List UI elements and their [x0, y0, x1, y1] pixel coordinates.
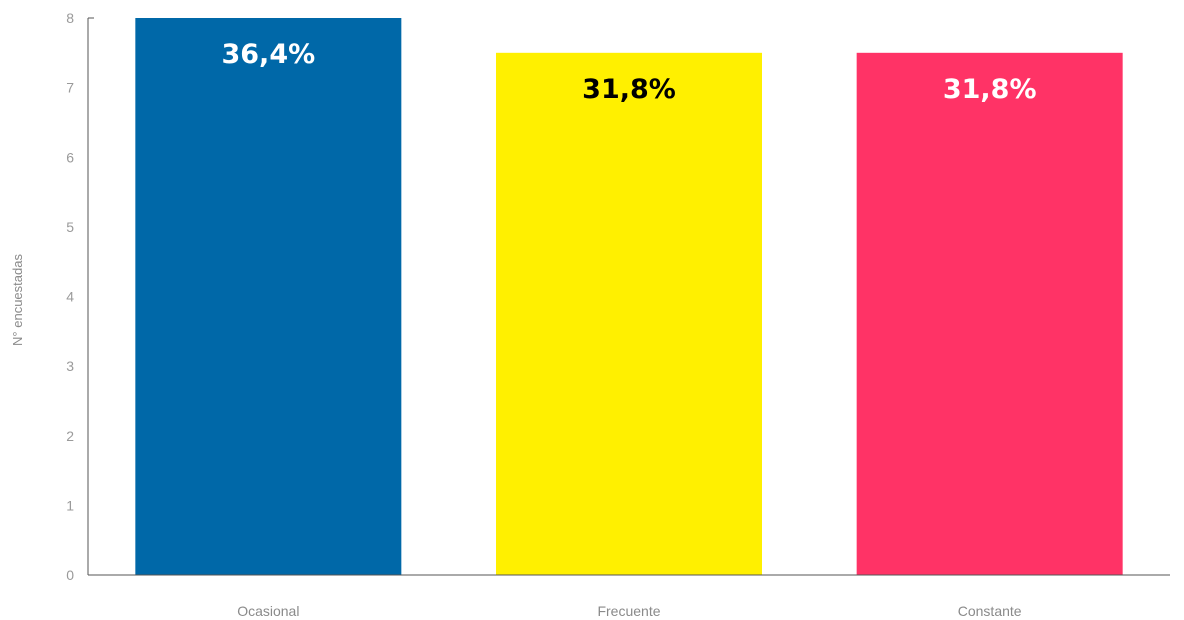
y-tick-label: 0 [66, 567, 74, 583]
data-label-constante: 31,8% [943, 74, 1037, 105]
bars-group [135, 18, 1123, 575]
y-tick-label: 4 [66, 289, 74, 305]
bar-frecuente [496, 52, 762, 575]
y-axis-title: N° encuestadas [10, 254, 25, 346]
y-tick-label: 5 [66, 219, 74, 235]
data-label-ocasional: 36,4% [221, 39, 315, 70]
y-tick-label: 7 [66, 80, 74, 96]
x-tick-label-constante: Constante [958, 603, 1022, 619]
y-tick-label: 1 [66, 497, 74, 513]
y-tick-label: 3 [66, 358, 74, 374]
data-labels-group: 36,4% 31,8% 31,8% [221, 39, 1036, 105]
y-tick-label: 6 [66, 149, 74, 165]
y-axis-ticks: 0 1 2 3 4 5 6 7 8 [66, 10, 74, 583]
x-axis-labels: Ocasional Frecuente Constante [237, 603, 1022, 619]
data-label-frecuente: 31,8% [582, 74, 676, 105]
y-tick-label: 8 [66, 10, 74, 26]
x-tick-label-ocasional: Ocasional [237, 603, 299, 619]
y-tick-label: 2 [66, 428, 74, 444]
bar-constante [856, 52, 1123, 575]
bar-ocasional [135, 18, 402, 575]
x-tick-label-frecuente: Frecuente [597, 603, 660, 619]
